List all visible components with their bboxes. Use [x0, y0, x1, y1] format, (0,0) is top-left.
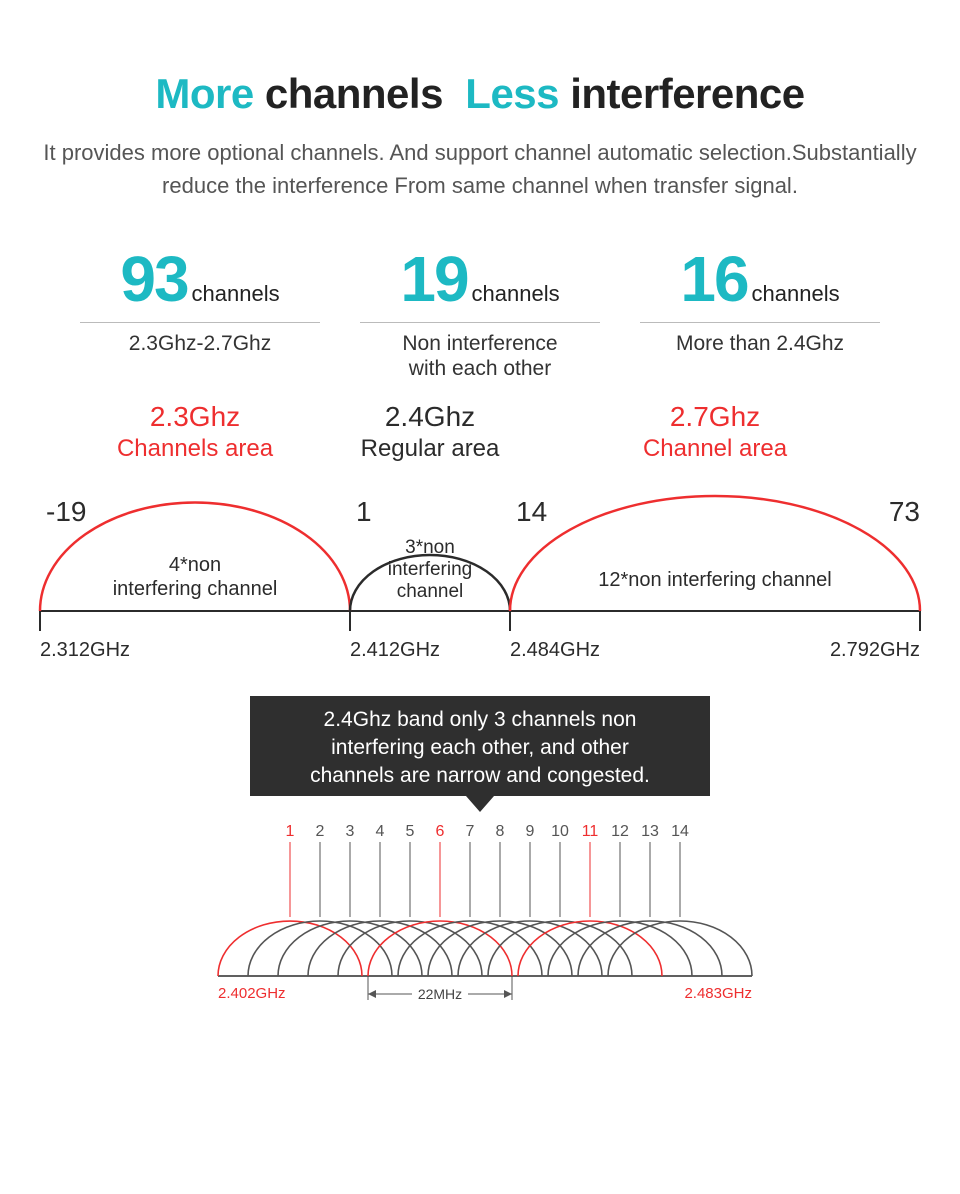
svg-text:3*non: 3*non [405, 537, 455, 558]
svg-text:14: 14 [516, 496, 547, 527]
svg-text:2: 2 [316, 823, 325, 840]
svg-text:2.7Ghz: 2.7Ghz [670, 401, 760, 432]
svg-text:2.792GHz: 2.792GHz [830, 639, 920, 661]
svg-text:2.4Ghz band only 3 channels no: 2.4Ghz band only 3 channels non [324, 708, 637, 731]
svg-text:4: 4 [376, 823, 385, 840]
svg-text:4*non: 4*non [169, 554, 221, 576]
stat-sub: 2.3Ghz-2.7Ghz [80, 331, 320, 356]
svg-text:2.402GHz: 2.402GHz [218, 985, 286, 1002]
svg-text:73: 73 [889, 496, 920, 527]
svg-text:Channels area: Channels area [117, 435, 274, 462]
svg-text:1: 1 [356, 496, 372, 527]
svg-text:22MHz: 22MHz [418, 986, 462, 1002]
stat-label: channels [752, 281, 840, 306]
stat-sub: More than 2.4Ghz [640, 331, 880, 356]
mini-diagram: 2.4Ghz band only 3 channels non interferi… [0, 696, 960, 1026]
svg-text:-19: -19 [46, 496, 86, 527]
stats-row: 93channels2.3Ghz-2.7Ghz19channelsNon int… [40, 242, 920, 381]
svg-text:Channel area: Channel area [643, 435, 788, 462]
spectrum-diagram: -19 2.312GHz 1 2.412GHz 14 2.484GHz 73 2.792GHz… [0, 381, 960, 681]
stat-divider [640, 322, 880, 323]
svg-text:3: 3 [346, 823, 355, 840]
svg-text:interfering channel: interfering channel [113, 578, 278, 600]
svg-text:5: 5 [406, 823, 415, 840]
subtitle: It provides more optional channels. And … [40, 136, 920, 202]
svg-text:2.3Ghz: 2.3Ghz [150, 401, 240, 432]
page-title: More channels Less interference [40, 70, 920, 118]
title-word-1: More [155, 70, 253, 117]
svg-text:2.412GHz: 2.412GHz [350, 639, 440, 661]
stat-0: 93channels 2.3Ghz-2.7Ghz [80, 242, 320, 381]
stat-num: 16 [680, 243, 747, 315]
svg-text:10: 10 [551, 823, 569, 840]
svg-text:8: 8 [496, 823, 505, 840]
stat-label: channels [192, 281, 280, 306]
svg-text:14: 14 [671, 823, 689, 840]
svg-text:7: 7 [466, 823, 475, 840]
svg-text:12*non interfering channel: 12*non interfering channel [598, 569, 832, 591]
title-word-2: channels [265, 70, 443, 117]
svg-text:13: 13 [641, 823, 659, 840]
stat-num: 19 [400, 243, 467, 315]
svg-text:2.484GHz: 2.484GHz [510, 639, 600, 661]
svg-text:2.4Ghz: 2.4Ghz [385, 401, 475, 432]
svg-text:channels are narrow and conges: channels are narrow and congested. [310, 764, 650, 787]
title-word-3: Less [465, 70, 559, 117]
svg-text:interfering: interfering [388, 559, 473, 580]
svg-text:2.483GHz: 2.483GHz [684, 985, 752, 1002]
svg-text:Regular area: Regular area [361, 435, 500, 462]
stat-divider [360, 322, 600, 323]
stat-1: 19channels Non interferencewith each othe… [360, 242, 600, 381]
svg-text:channel: channel [397, 581, 464, 602]
svg-text:6: 6 [436, 823, 445, 840]
stat-num: 93 [120, 243, 187, 315]
svg-text:interfering each other, and ot: interfering each other, and other [331, 736, 629, 759]
svg-text:1: 1 [286, 823, 295, 840]
svg-text:9: 9 [526, 823, 535, 840]
stat-label: channels [472, 281, 560, 306]
title-word-4: interference [570, 70, 804, 117]
stat-divider [80, 322, 320, 323]
stat-2: 16channels More than 2.4Ghz [640, 242, 880, 381]
svg-text:12: 12 [611, 823, 629, 840]
svg-text:11: 11 [582, 823, 599, 840]
stat-sub: Non interferencewith each other [360, 331, 600, 381]
svg-text:2.312GHz: 2.312GHz [40, 639, 130, 661]
